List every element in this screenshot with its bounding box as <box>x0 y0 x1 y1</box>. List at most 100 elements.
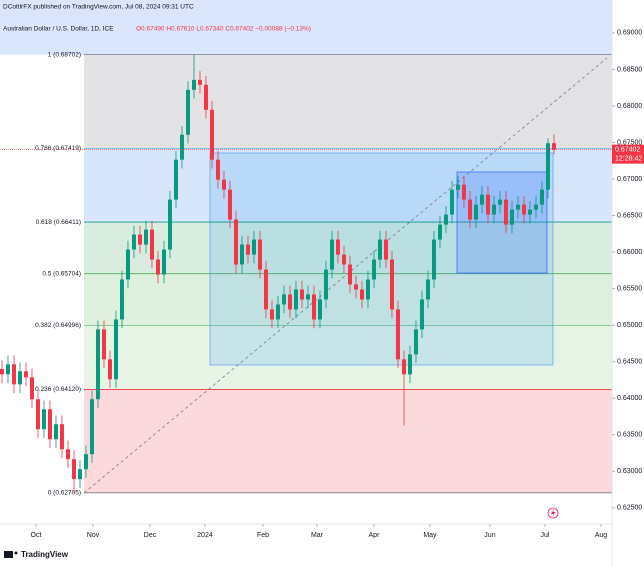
y-tick-label: 0.67500 <box>617 139 642 146</box>
fib-label: 0.5 (0.65704) <box>42 270 81 277</box>
candle-body <box>533 204 538 210</box>
candle-body <box>227 189 232 220</box>
candle-body <box>311 294 316 320</box>
candle-body <box>275 304 280 320</box>
candle-body <box>449 189 454 215</box>
candle-body <box>443 214 448 225</box>
footer-brand: TradingView <box>21 550 69 559</box>
candle-body <box>155 259 160 275</box>
candle-body <box>35 399 40 430</box>
candle-body <box>383 239 388 260</box>
y-tick-label: 0.64000 <box>617 395 642 402</box>
published-note: DCottlrFX published on TradingView.com, … <box>3 4 194 11</box>
fib-band <box>84 54 612 149</box>
candle-body <box>467 199 472 220</box>
ohlc-readout: O0.67490 H0.67610 L0.67340 C0.67402 −0.0… <box>136 26 311 33</box>
candle-body <box>239 244 244 265</box>
x-tick-label: Feb <box>257 532 269 539</box>
candle-body <box>497 199 502 205</box>
candle-body <box>143 229 148 245</box>
candle-body <box>185 89 190 135</box>
candle-body <box>245 244 250 255</box>
fib-label: 0.786 (0.67419) <box>35 145 81 152</box>
candle-body <box>125 249 130 280</box>
y-tick-label: 0.68000 <box>617 103 642 110</box>
candle-body <box>473 204 478 220</box>
candle-body <box>101 329 106 360</box>
candle-body <box>53 424 58 440</box>
y-tick-label: 0.63500 <box>617 432 642 439</box>
x-tick-label: Jun <box>484 532 495 539</box>
fib-band <box>84 325 612 390</box>
fib-band <box>0 0 612 55</box>
y-tick-label: 0.65500 <box>617 285 642 292</box>
candle-body <box>371 259 376 280</box>
x-tick-label: Aug <box>595 532 608 539</box>
fib-band <box>84 389 612 493</box>
price-box <box>612 144 644 164</box>
candle-body <box>485 194 490 215</box>
candle-body <box>395 309 400 360</box>
candle-body <box>11 364 16 385</box>
candle-body <box>419 299 424 330</box>
y-tick-label: 0.69000 <box>617 30 642 37</box>
candle-body <box>527 209 532 215</box>
candle-body <box>203 84 208 110</box>
candle-body <box>377 239 382 260</box>
candle-body <box>179 134 184 160</box>
candle-body <box>197 79 202 85</box>
candle-body <box>89 399 94 455</box>
candle-body <box>59 424 64 450</box>
candle-body <box>161 249 166 275</box>
y-tick-label: 0.67000 <box>617 176 642 183</box>
candle-body <box>77 469 82 480</box>
candle-body <box>251 239 256 255</box>
x-tick-label: Dec <box>144 532 157 539</box>
candle-body <box>191 79 196 90</box>
candle-body <box>23 371 28 378</box>
candles <box>0 54 556 493</box>
candle-body <box>41 409 46 430</box>
candle-body <box>455 184 460 190</box>
candle-body <box>317 299 322 320</box>
candle-body <box>107 359 112 380</box>
candle-body <box>5 364 10 375</box>
candle-body <box>119 279 124 320</box>
candle-body <box>257 239 262 270</box>
candle-body <box>545 143 550 190</box>
candle-body <box>149 229 154 260</box>
candle-body <box>353 284 358 290</box>
fib-bands: 1 (0.68702) 0.786 (0.67419) 0.618 (0.66411… <box>0 0 612 497</box>
candle-body <box>461 184 466 200</box>
candle-body <box>503 199 508 225</box>
candle-body <box>113 319 118 380</box>
candle-body <box>167 199 172 250</box>
countdown-label: 12:28:42 <box>615 155 642 162</box>
candle-body <box>65 449 70 460</box>
price-box-label: 0.67402 <box>615 146 640 153</box>
candle-body <box>131 234 136 250</box>
candle-body <box>539 189 544 205</box>
fib-label: 0.236 (0.64120) <box>35 386 81 393</box>
x-tick-label: May <box>423 532 437 539</box>
y-tick-label: 0.63000 <box>617 468 642 475</box>
candle-body <box>95 329 100 400</box>
x-tick-label: Mar <box>311 532 324 539</box>
fib-label: 0.382 (0.64996) <box>35 322 81 329</box>
fib-label: 1 (0.68702) <box>48 51 81 58</box>
candle-body <box>479 194 484 205</box>
candle-body <box>401 359 406 375</box>
candle-body <box>173 159 178 200</box>
y-tick-label: 0.65000 <box>617 322 642 329</box>
candle-body <box>329 239 334 270</box>
candle-body <box>29 377 34 400</box>
candle-body <box>281 294 286 305</box>
candle-body <box>389 259 394 310</box>
trend-line <box>83 57 608 494</box>
candle-body <box>509 209 514 225</box>
candle-body <box>209 109 214 160</box>
candle-body <box>347 264 352 285</box>
candle-body <box>305 294 310 300</box>
candle-body <box>215 159 220 180</box>
